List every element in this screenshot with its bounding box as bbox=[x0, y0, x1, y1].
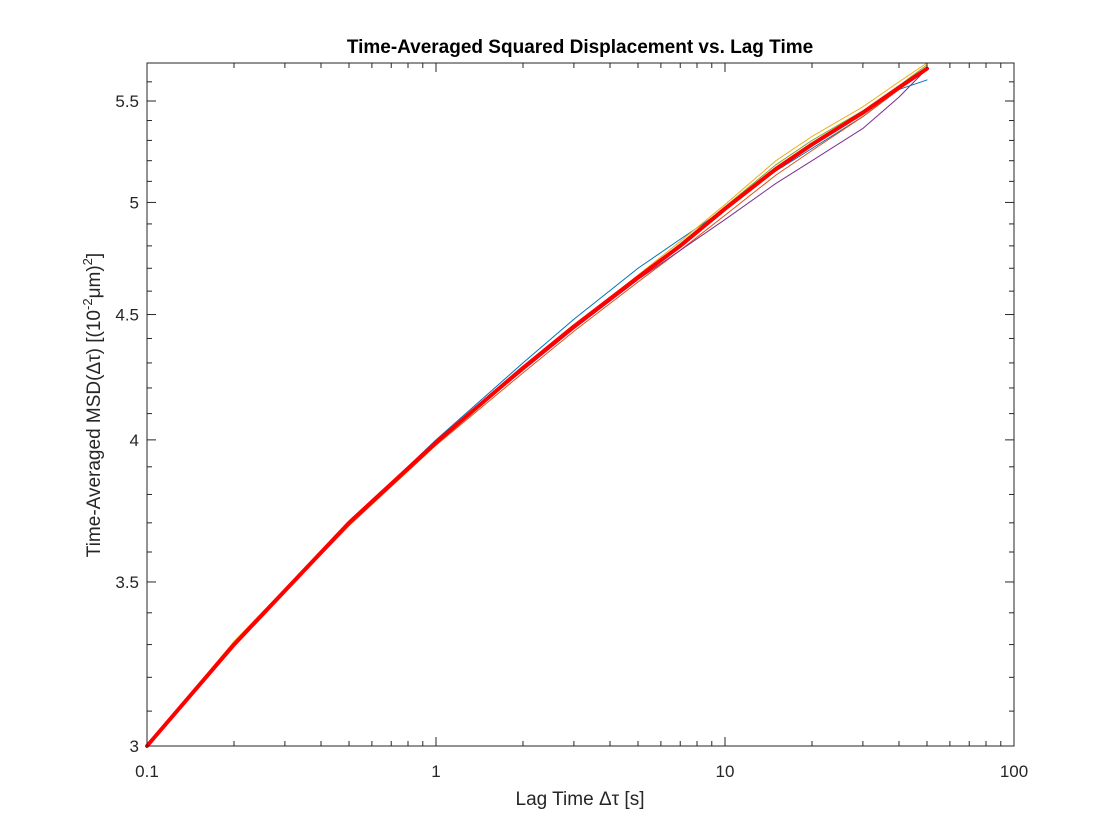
y-tick-label: 3 bbox=[130, 737, 139, 756]
y-axis-label-exponent-2: 2 bbox=[80, 258, 95, 265]
series-line-2 bbox=[146, 66, 928, 747]
tick-layer: 0.1 1 10 100 3 3.5 4 4.5 5 5.5 bbox=[115, 62, 1028, 781]
x-tick-label: 0.1 bbox=[135, 762, 159, 781]
axes-box bbox=[146, 62, 1015, 747]
chart-title: Time-Averaged Squared Displacement vs. L… bbox=[347, 37, 813, 58]
y-tick-label: 4.5 bbox=[115, 306, 139, 325]
series-line-mean bbox=[145, 66, 929, 748]
x-tick-label: 10 bbox=[716, 762, 735, 781]
y-axis-label-suffix: ] bbox=[84, 253, 105, 258]
x-tick-label: 1 bbox=[431, 762, 440, 781]
y-tick-label: 4 bbox=[130, 431, 139, 450]
y-axis-label-prefix: Time-Averaged MSD(Δτ) [(10 bbox=[84, 310, 105, 557]
y-axis-label-unit: μm) bbox=[84, 265, 105, 298]
series-layer bbox=[145, 62, 929, 748]
y-tick-label: 3.5 bbox=[115, 573, 139, 592]
y-axis-label: Time-Averaged MSD(Δτ) [(10-2μm)2] bbox=[80, 253, 105, 557]
y-tick-label: 5 bbox=[130, 193, 139, 212]
x-axis-label: Lag Time Δτ [s] bbox=[516, 789, 645, 810]
y-axis-label-exponent-1: -2 bbox=[80, 298, 95, 310]
y-tick-label: 5.5 bbox=[115, 92, 139, 111]
x-tick-label: 100 bbox=[1000, 762, 1028, 781]
plot-area bbox=[147, 63, 1014, 746]
